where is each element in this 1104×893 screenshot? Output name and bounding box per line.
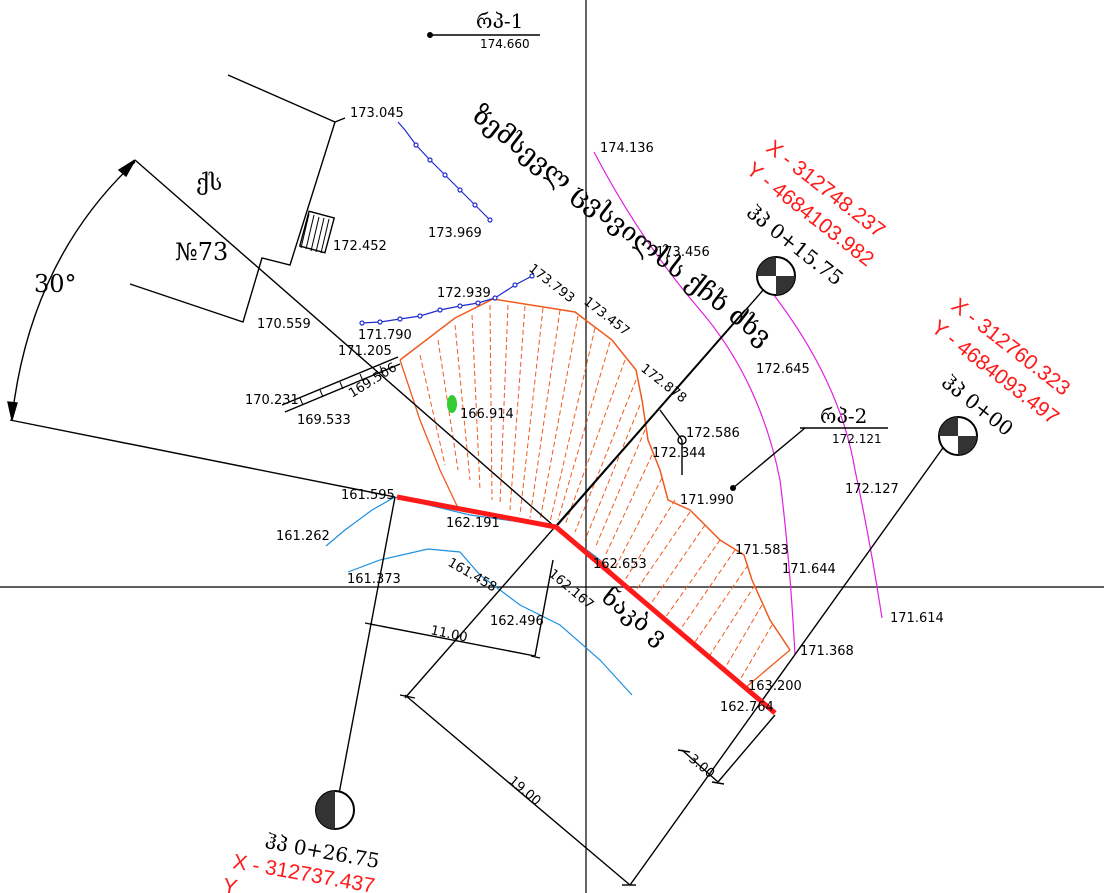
elevation-label: 162.764 xyxy=(720,700,774,715)
benchmark-2-value: 172.121 xyxy=(832,432,882,446)
elevation-label: 161.373 xyxy=(347,572,401,587)
elevation-labels: 173.045 172.452 173.969 174.136 173.456 … xyxy=(245,106,944,715)
slope-area xyxy=(399,298,791,689)
elevation-label: 174.136 xyxy=(600,141,654,156)
benchmark-2-label: რპ-2 xyxy=(820,404,867,428)
picket-symbol-0-26 xyxy=(315,790,355,830)
elevation-label: 172.127 xyxy=(845,482,899,497)
elevation-label: 166.914 xyxy=(460,407,514,422)
elevation-label: 171.644 xyxy=(782,562,836,577)
elevation-label: 173.793 xyxy=(526,261,578,306)
elevation-label: 163.200 xyxy=(748,679,802,694)
elevation-label: 162.191 xyxy=(446,516,500,531)
elevation-label: 161.458 xyxy=(445,555,499,595)
green-marker xyxy=(447,395,457,413)
elevation-label: 170.231 xyxy=(245,393,299,408)
elevation-label: 171.990 xyxy=(680,493,734,508)
dimension-19: 19.00 xyxy=(505,774,543,809)
elevation-label: 172.939 xyxy=(437,286,491,301)
elevation-label: 173.457 xyxy=(581,294,633,339)
elevation-label: 171.614 xyxy=(890,611,944,626)
slope-top-edge xyxy=(399,298,791,651)
elevation-label: 162.653 xyxy=(593,557,647,572)
picket-symbol-0-00 xyxy=(938,416,978,456)
street-label: ზემსევლ ცვსვილსს ქჩხ ძხვ xyxy=(466,100,777,352)
elevation-label: 172.645 xyxy=(756,362,810,377)
elevation-label: 172.344 xyxy=(652,446,706,461)
elevation-label: 162.496 xyxy=(490,614,544,629)
elevation-label: 171.790 xyxy=(358,328,412,343)
elevation-label: 173.456 xyxy=(656,245,710,260)
elevation-label: 173.045 xyxy=(350,106,404,121)
elevation-label: 161.262 xyxy=(276,529,330,544)
elevation-label: 162.167 xyxy=(545,567,596,613)
picket-0-26-y: Y xyxy=(221,874,239,893)
elevation-label: 161.595 xyxy=(341,488,395,503)
contour-arcs xyxy=(593,151,883,656)
elevation-label: 172.586 xyxy=(686,426,740,441)
elevation-label: 171.205 xyxy=(338,344,392,359)
benchmark-1-point xyxy=(427,32,433,38)
elevation-label: 169.506 xyxy=(346,360,400,401)
elevation-label: 172.452 xyxy=(333,239,387,254)
dimension-11: 11.00 xyxy=(429,623,469,645)
building-number: №73 xyxy=(175,238,228,266)
benchmark-2-point xyxy=(730,485,736,491)
benchmark-1-value: 174.660 xyxy=(480,37,530,51)
picket-symbol-0-15 xyxy=(756,256,796,296)
elevation-label: 169.533 xyxy=(297,413,351,428)
elevation-label: 171.368 xyxy=(800,644,854,659)
elevation-label: 173.969 xyxy=(428,226,482,241)
elevation-label: 171.583 xyxy=(735,543,789,558)
benchmark-1-label: რპ-1 xyxy=(476,9,523,33)
slope-left-edge xyxy=(399,359,459,509)
blue-upper-line xyxy=(359,121,535,326)
elevation-label: 170.559 xyxy=(257,317,311,332)
angle-label: 30° xyxy=(34,270,77,298)
black-linework xyxy=(7,34,946,886)
cross-section-line xyxy=(396,494,777,715)
district-label: ქს xyxy=(196,171,222,196)
